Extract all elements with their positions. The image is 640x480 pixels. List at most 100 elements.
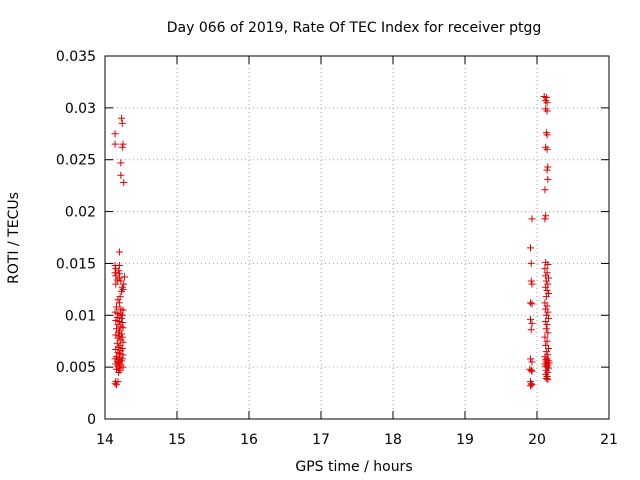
data-point xyxy=(543,131,551,139)
x-tick-label: 15 xyxy=(168,432,186,448)
data-point xyxy=(111,130,119,138)
data-point xyxy=(117,171,125,179)
data-point xyxy=(543,269,551,277)
data-point xyxy=(542,318,550,326)
x-axis-label: GPS time / hours xyxy=(295,459,412,475)
data-point xyxy=(119,338,127,346)
data-point xyxy=(543,321,551,329)
data-point xyxy=(527,277,535,285)
y-tick-label: 0.02 xyxy=(65,205,96,221)
data-point xyxy=(542,293,550,301)
data-point xyxy=(542,348,550,356)
data-point xyxy=(544,308,552,316)
data-point xyxy=(541,215,549,223)
y-tick-label: 0.025 xyxy=(56,153,96,169)
data-point xyxy=(542,375,550,383)
data-point xyxy=(527,366,535,374)
data-point xyxy=(541,333,549,341)
data-point xyxy=(115,350,123,358)
data-point xyxy=(120,179,128,187)
x-tick-label: 17 xyxy=(312,432,330,448)
data-point xyxy=(118,287,126,295)
data-point xyxy=(527,315,535,323)
x-tick-label: 18 xyxy=(384,432,402,448)
data-point xyxy=(528,381,536,389)
data-point xyxy=(543,166,551,174)
data-point xyxy=(544,163,552,171)
data-point xyxy=(119,306,127,314)
data-point xyxy=(115,318,123,326)
data-point xyxy=(118,143,126,151)
data-point xyxy=(111,140,119,148)
data-point xyxy=(119,363,127,371)
data-point xyxy=(527,244,535,252)
data-point xyxy=(118,333,126,341)
data-point xyxy=(542,212,550,220)
y-tick-label: 0.005 xyxy=(56,360,96,376)
data-point xyxy=(527,326,535,334)
data-point xyxy=(542,341,550,349)
chart-title: Day 066 of 2019, Rate Of TEC Index for r… xyxy=(167,20,542,36)
x-tick-label: 20 xyxy=(528,432,546,448)
data-point xyxy=(112,272,120,280)
data-point xyxy=(117,277,125,285)
data-point xyxy=(542,325,550,333)
x-tick-label: 21 xyxy=(600,432,618,448)
data-point xyxy=(118,119,126,127)
data-point xyxy=(544,376,552,384)
y-axis-label: ROTI / TECUs xyxy=(6,192,22,284)
data-point xyxy=(114,296,122,304)
data-point xyxy=(542,277,550,285)
y-tick-label: 0 xyxy=(87,412,96,428)
data-point xyxy=(113,276,121,284)
plot-frame xyxy=(104,55,610,420)
x-tick-labels: 14 15 16 17 18 19 20 21 xyxy=(96,432,618,448)
data-point xyxy=(545,314,553,322)
data-point xyxy=(543,337,551,345)
data-point xyxy=(112,316,120,324)
data-point xyxy=(543,99,551,107)
data-point xyxy=(118,114,126,122)
y-tick-label: 0.035 xyxy=(56,49,96,65)
y-tick-label: 0.01 xyxy=(65,308,96,324)
y-tick-label: 0.03 xyxy=(65,101,96,117)
x-tick-label: 16 xyxy=(240,432,258,448)
data-point xyxy=(543,145,551,153)
data-point xyxy=(544,260,552,268)
data-point xyxy=(118,311,126,319)
x-tick-label: 14 xyxy=(96,432,114,448)
y-tick-labels: 0 0.005 0.01 0.015 0.02 0.025 0.03 0.035 xyxy=(56,49,96,428)
data-point xyxy=(527,259,535,267)
data-point xyxy=(528,358,536,366)
data-point xyxy=(114,378,122,386)
data-point xyxy=(528,280,536,288)
data-point xyxy=(543,363,551,371)
axis-ticks xyxy=(104,55,610,420)
data-point xyxy=(542,93,550,101)
data-point xyxy=(544,329,552,337)
data-point xyxy=(527,355,535,363)
data-point xyxy=(117,159,125,167)
data-point xyxy=(111,269,119,277)
data-point xyxy=(119,351,127,359)
data-point xyxy=(113,313,121,321)
data-point xyxy=(115,299,123,307)
data-point xyxy=(527,299,535,307)
data-point xyxy=(114,349,122,357)
data-point xyxy=(118,319,126,327)
data-point xyxy=(111,308,119,316)
data-point xyxy=(543,286,551,294)
data-point xyxy=(119,140,127,148)
y-tick-label: 0.015 xyxy=(56,256,96,272)
x-tick-label: 19 xyxy=(456,432,474,448)
data-point xyxy=(528,215,536,223)
data-point xyxy=(115,267,123,275)
data-point xyxy=(119,324,127,332)
data-point xyxy=(541,186,549,194)
data-point xyxy=(120,280,128,288)
data-point xyxy=(528,300,536,308)
data-point xyxy=(112,280,120,288)
data-point xyxy=(120,273,128,281)
